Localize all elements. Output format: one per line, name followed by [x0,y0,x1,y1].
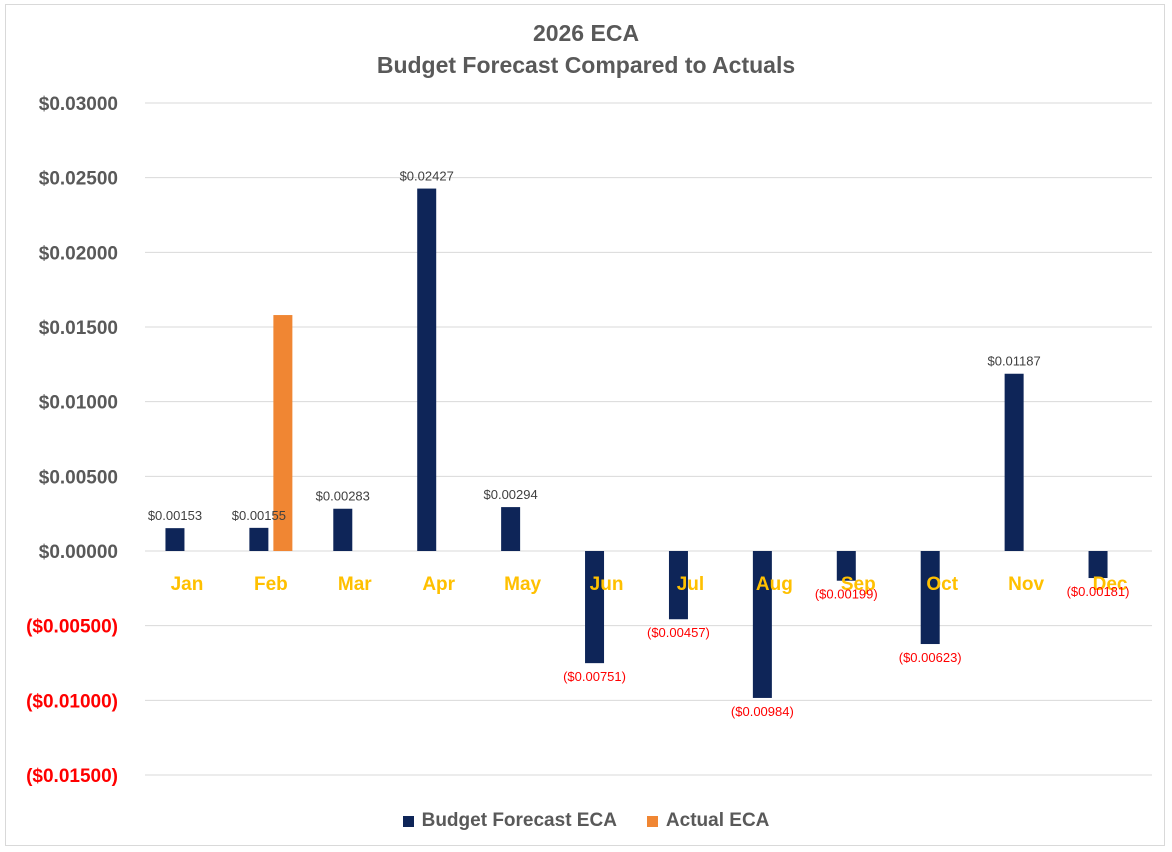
legend-label-actual: Actual ECA [665,810,770,831]
data-label: ($0.00181) [1067,584,1130,599]
y-tick-label: $0.03000 [39,94,118,115]
bar-budget-dec [1088,551,1108,579]
bar-budget-may [501,507,521,551]
category-label: Aug [756,574,793,595]
bar-budget-jan [165,528,185,551]
bar-budget-aug [752,551,772,698]
chart-legend: Budget Forecast ECA Actual ECA [0,810,1172,832]
bar-budget-mar [333,508,353,551]
category-label: Jan [171,574,204,595]
category-label: Dec [1093,574,1128,595]
y-tick-label: ($0.01000) [26,691,118,712]
bar-budget-jun [585,551,605,664]
legend-swatch-budget [402,815,414,827]
chart-frame [5,4,1165,846]
category-label: Jun [590,574,624,595]
chart-title: 2026 ECA [532,20,640,46]
data-label: ($0.00984) [731,704,794,719]
legend-entry-actual: Actual ECA [646,810,770,832]
data-label: $0.00294 [484,487,538,502]
data-label: ($0.00199) [815,587,878,602]
legend-label-budget: Budget Forecast ECA [421,810,617,831]
data-label: $0.00283 [316,489,370,504]
y-tick-label: $0.01500 [39,318,118,339]
data-label: $0.02427 [400,169,454,184]
category-label: Nov [1008,574,1044,595]
category-label: May [504,574,541,595]
data-label: $0.01187 [987,354,1040,369]
bar-budget-nov [1004,373,1024,551]
bar-budget-feb [249,527,269,551]
bar-budget-jul [668,551,688,620]
y-tick-label: $0.02500 [39,169,118,190]
y-tick-label: ($0.00500) [26,617,118,638]
y-tick-label: $0.02000 [39,243,118,264]
legend-swatch-actual [646,815,658,827]
bar-budget-sep [836,551,856,581]
y-tick-label: ($0.01500) [26,766,118,787]
y-tick-label: $0.00000 [39,542,118,563]
category-label: Sep [841,574,876,595]
data-label: ($0.00457) [647,625,710,640]
category-label: Feb [254,574,288,595]
category-label: Oct [926,574,958,595]
bar-actual-feb [273,315,293,551]
category-label: Mar [338,574,372,595]
bar-budget-oct [920,551,940,645]
bar-budget-apr [417,188,437,551]
data-label: $0.00153 [148,508,202,523]
data-label: ($0.00623) [899,650,962,665]
chart-subtitle: Budget Forecast Compared to Actuals [376,52,796,78]
category-label: Apr [422,574,455,595]
y-tick-label: $0.00500 [39,467,118,488]
data-label: $0.00155 [232,508,286,523]
y-tick-label: $0.01000 [39,393,118,414]
category-label: Jul [677,574,704,595]
data-label: ($0.00751) [563,669,626,684]
legend-entry-budget: Budget Forecast ECA [402,810,617,832]
